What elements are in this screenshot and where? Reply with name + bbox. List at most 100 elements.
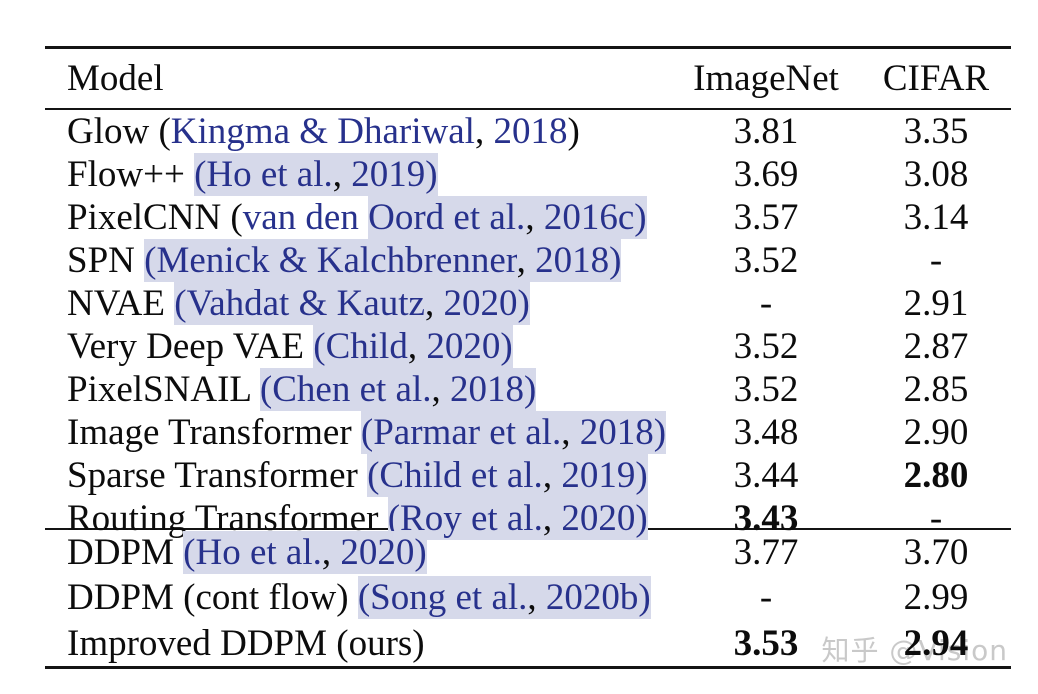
model-name-text: DDPM	[67, 532, 184, 574]
model-cell: Sparse Transformer (Child et al., 2019)	[45, 454, 671, 497]
cifar-value: 2.90	[903, 412, 969, 453]
citation-link[interactable]: (Chen et al.	[259, 368, 432, 411]
citation-link[interactable]: 2019	[351, 153, 426, 196]
citation-link[interactable]: )	[653, 411, 667, 454]
imagenet-value: -	[759, 577, 773, 619]
column-header-imagenet: ImageNet	[693, 58, 839, 99]
citation-link[interactable]: (Child	[313, 325, 408, 368]
citation-link[interactable]: (Ho et al.	[194, 153, 333, 196]
cifar-value: 3.08	[903, 154, 969, 195]
citation-link[interactable]: 2020	[443, 282, 518, 325]
citation-link[interactable]: (Vahdat & Kautz	[174, 282, 425, 325]
citation-text: ,	[527, 576, 546, 620]
model-cell: NVAE (Vahdat & Kautz, 2020)	[45, 282, 671, 325]
imagenet-value: 3.48	[733, 412, 799, 453]
table-row: SPN (Menick & Kalchbrenner, 2018) 3.52 -	[45, 239, 1011, 282]
imagenet-value: 3.53	[733, 622, 799, 664]
model-cell: SPN (Menick & Kalchbrenner, 2018)	[45, 239, 671, 282]
table-row: DDPM (Ho et al., 2020) 3.77 3.70	[45, 531, 1011, 575]
citation-link[interactable]: )	[414, 531, 427, 575]
citation-link[interactable]: (Child et al.	[367, 454, 543, 497]
model-cell: DDPM (Ho et al., 2020)	[45, 531, 671, 575]
citation-text: ,	[424, 282, 444, 325]
imagenet-value: 3.52	[733, 369, 799, 410]
table-row: Flow++ (Ho et al., 2019) 3.69 3.08	[45, 153, 1011, 196]
citation-link[interactable]: )	[523, 368, 537, 411]
model-cell: Glow (Kingma & Dhariwal, 2018)	[45, 110, 671, 153]
citation-link[interactable]: )	[635, 497, 648, 540]
table-rule-top	[45, 46, 1011, 49]
model-cell: Image Transformer (Parmar et al., 2018)	[45, 411, 671, 454]
imagenet-value: -	[759, 283, 773, 324]
model-name-text: PixelCNN (	[67, 197, 243, 238]
citation-link[interactable]: 2018	[579, 411, 654, 454]
citation-text: ,	[332, 153, 352, 196]
table-section-ddpm: DDPM (Ho et al., 2020) 3.77 3.70 DDPM (cont…	[45, 530, 1011, 666]
cifar-value: -	[929, 498, 943, 539]
citation-link[interactable]: 2018	[449, 368, 524, 411]
cifar-value: 2.94	[903, 622, 969, 664]
model-cell: PixelCNN (van den Oord et al., 2016c)	[45, 196, 671, 239]
citation-link[interactable]: 2018	[535, 239, 610, 282]
imagenet-value: 3.43	[733, 498, 799, 539]
citation-link[interactable]: 2019	[561, 454, 636, 497]
citation-link[interactable]: (Ho et al.	[183, 531, 322, 575]
citation-link[interactable]: (Song et al.	[357, 576, 528, 620]
zhihu-watermark: 知乎 @Vision	[821, 634, 1008, 667]
model-cell: DDPM (cont flow) (Song et al., 2020b)	[45, 576, 671, 620]
cifar-value: 3.35	[903, 111, 969, 152]
cifar-value: -	[929, 240, 943, 281]
imagenet-value: 3.44	[733, 455, 799, 496]
citation-link[interactable]: )	[635, 454, 648, 497]
citation-text: ,	[431, 368, 450, 411]
model-cell: Flow++ (Ho et al., 2019)	[45, 153, 671, 196]
table-rule-bottom	[45, 666, 1011, 669]
cifar-value: 3.14	[903, 197, 969, 238]
column-header-model: Model	[67, 58, 164, 99]
citation-link[interactable]: 2020	[426, 325, 501, 368]
cifar-value: 2.91	[903, 283, 969, 324]
citation-link[interactable]: (Parmar et al.	[360, 411, 562, 454]
model-name-text: Improved DDPM (ours)	[67, 622, 425, 664]
citation-link[interactable]: van den	[242, 197, 369, 238]
table-section-baselines: Glow (Kingma & Dhariwal, 2018) 3.81 3.35 Fl…	[45, 110, 1011, 540]
citation-link[interactable]: )	[517, 282, 530, 325]
citation-link[interactable]: )	[500, 325, 513, 368]
imagenet-value: 3.52	[733, 326, 799, 367]
citation-link[interactable]: 2020	[340, 531, 415, 575]
citation-link[interactable]: 2020	[561, 497, 636, 540]
citation-link[interactable]: )	[609, 239, 622, 282]
model-name-text: DDPM (cont flow)	[67, 577, 358, 619]
citation-link[interactable]: 2016c	[543, 196, 635, 239]
citation-text: ,	[407, 325, 427, 368]
citation-link[interactable]: (Menick & Kalchbrenner	[144, 239, 517, 282]
citation-link[interactable]: 2018	[493, 111, 568, 152]
table-rule-header	[45, 108, 1011, 110]
imagenet-value: 3.57	[733, 197, 799, 238]
imagenet-value: 3.77	[733, 532, 799, 574]
model-name-text: ,	[474, 111, 494, 152]
table-row: DDPM (cont flow) (Song et al., 2020b) - 2.…	[45, 576, 1011, 620]
model-cell: Very Deep VAE (Child, 2020)	[45, 325, 671, 368]
model-name-text: Sparse Transformer	[67, 455, 368, 496]
cifar-value: 2.80	[903, 455, 969, 496]
model-name-text: SPN	[67, 240, 145, 281]
citation-text: ,	[561, 411, 580, 454]
model-cell: PixelSNAIL (Chen et al., 2018)	[45, 368, 671, 411]
model-name-text: )	[567, 111, 580, 152]
cifar-value: 2.99	[903, 577, 969, 619]
table-row: Image Transformer (Parmar et al., 2018) 3…	[45, 411, 1011, 454]
cifar-value: 2.85	[903, 369, 969, 410]
model-name-text: PixelSNAIL	[67, 369, 260, 410]
model-name-text: Flow++	[67, 154, 195, 195]
column-header-cifar: CIFAR	[882, 58, 990, 99]
citation-link[interactable]: Oord et al.	[368, 196, 526, 239]
citation-link[interactable]: Kingma & Dhariwal	[170, 111, 475, 152]
citation-link[interactable]: )	[638, 576, 651, 620]
citation-text: ,	[525, 196, 544, 239]
citation-link[interactable]: )	[425, 153, 438, 196]
citation-link[interactable]: 2020b	[545, 576, 639, 620]
table-row: Improved DDPM (ours) 3.53 2.94	[45, 622, 1011, 665]
citation-link[interactable]: )	[634, 196, 647, 239]
model-name-text: Image Transformer	[67, 412, 361, 453]
